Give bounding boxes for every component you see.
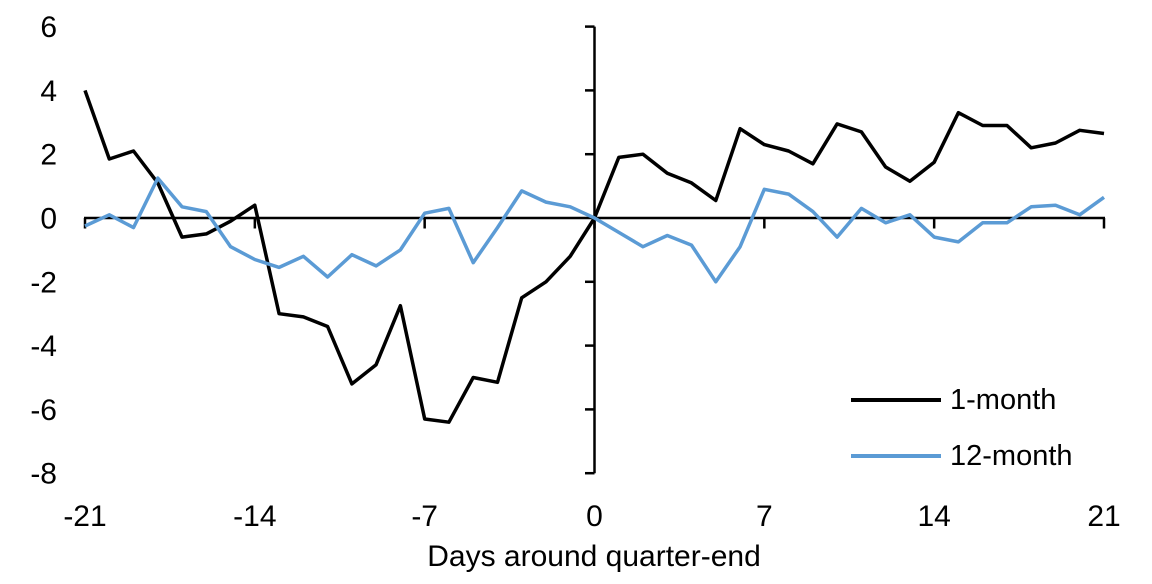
series-line-12-month <box>84 176 1106 284</box>
y-tick-label: -2 <box>30 266 57 299</box>
y-tick-label: -6 <box>30 394 57 427</box>
x-tick-label: 0 <box>586 500 603 533</box>
x-tick-label: 7 <box>756 500 773 533</box>
legend-label-1-month: 1-month <box>950 383 1057 416</box>
y-tick-label: 6 <box>40 11 57 44</box>
x-tick-label: 21 <box>1087 500 1120 533</box>
legend-line-swatch-blue <box>851 454 941 458</box>
x-tick-label: -14 <box>233 500 276 533</box>
y-tick-label: 2 <box>40 139 57 172</box>
x-tick-label: -21 <box>63 500 106 533</box>
legend-label-12-month: 12-month <box>950 439 1073 472</box>
x-axis-title: Days around quarter-end <box>427 540 761 573</box>
y-tick-label: -8 <box>30 458 57 491</box>
legend-item-12-month: 12-month <box>851 439 1073 473</box>
legend-line-swatch-black <box>851 398 941 402</box>
y-tick-label: 0 <box>40 203 57 236</box>
legend-item-1-month: 1-month <box>851 383 1056 417</box>
y-tick-label: 4 <box>40 75 57 108</box>
y-tick-label: -4 <box>30 330 57 363</box>
x-tick-label: -7 <box>411 500 438 533</box>
x-tick-label: 14 <box>917 500 950 533</box>
